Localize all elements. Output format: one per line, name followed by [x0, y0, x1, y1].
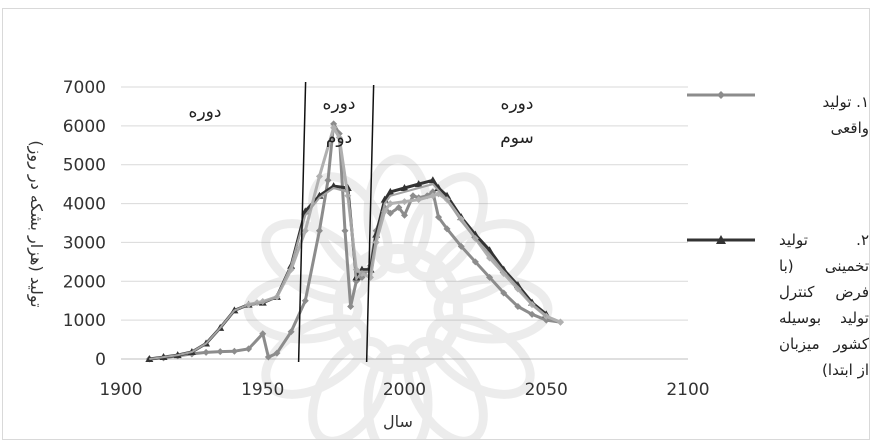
data-point: [341, 227, 349, 235]
legend-label-actual: ۱. تولید واقعی: [822, 93, 870, 137]
x-tick-label: 1950: [241, 380, 284, 400]
data-point: [409, 192, 417, 200]
watermark-petal: [261, 314, 371, 399]
data-point: [500, 289, 508, 297]
y-tick-label: 0: [95, 350, 106, 370]
data-point: [401, 211, 408, 219]
x-tick-label: 1900: [99, 380, 142, 400]
data-point: [500, 270, 508, 278]
legend-keys: [687, 91, 755, 244]
y-tick-label: 7000: [63, 78, 106, 98]
data-point: [335, 134, 343, 142]
data-point: [245, 345, 253, 353]
data-point: [259, 330, 267, 338]
legend-entry-estimated: ۲. تولید تخمینی (با فرض کنترل تولید بوسی…: [779, 227, 869, 383]
y-tick-labels: 0 1000 2000 3000 4000 5000 6000 7000: [63, 78, 106, 370]
data-point: [429, 192, 437, 200]
data-point: [386, 209, 394, 217]
watermark-logo: [243, 154, 553, 439]
y-tick-label: 4000: [63, 195, 106, 215]
legend-key-marker: [716, 235, 726, 244]
data-point: [400, 184, 409, 192]
x-tick-labels: 1900 1950 2000 2050 2100: [99, 380, 709, 400]
data-point: [330, 124, 338, 132]
data-point: [428, 176, 437, 184]
watermark-petal: [308, 336, 393, 439]
data-point: [324, 176, 332, 184]
data-point: [471, 258, 479, 266]
data-point: [556, 318, 564, 326]
data-point: [414, 180, 423, 188]
x-axis-title: سال: [383, 412, 413, 431]
y-axis-title: تولید (هزار بشکه در روز): [26, 140, 46, 307]
data-point: [216, 348, 224, 356]
period-labels: دوره دوره دوم دوره سوم: [189, 94, 534, 148]
data-point: [330, 120, 338, 128]
y-tick-label: 1000: [63, 311, 106, 331]
y-tick-label: 6000: [63, 117, 106, 137]
x-tick-label: 2100: [666, 380, 709, 400]
period-label: دوره: [501, 94, 534, 114]
period-boundary: [365, 84, 375, 363]
line-chart: 0 1000 2000 3000 4000 5000 6000 7000 1900 1950 20…: [26, 78, 755, 439]
data-point: [202, 348, 210, 356]
y-tick-label: 3000: [63, 233, 106, 253]
data-point: [528, 310, 536, 318]
chart-frame: 0 1000 2000 3000 4000 5000 6000 7000 1900 1950 20…: [2, 8, 870, 440]
y-tick-label: 5000: [63, 156, 106, 176]
data-point: [264, 353, 272, 361]
watermark-petal: [425, 314, 535, 399]
data-point: [230, 347, 238, 355]
y-tick-label: 2000: [63, 272, 106, 292]
data-point: [315, 227, 323, 235]
watermark-petal: [425, 219, 535, 304]
legend-key-marker: [717, 91, 725, 99]
period-boundaries: [297, 81, 375, 363]
data-point: [347, 303, 355, 311]
data-point: [301, 227, 309, 235]
legend-entry-actual: ۱. تولید واقعی: [785, 89, 870, 141]
series-line: [149, 183, 547, 360]
data-series: [145, 120, 564, 363]
data-point: [486, 273, 494, 281]
data-point: [395, 203, 403, 211]
x-tick-label: 2050: [525, 380, 568, 400]
watermark-petal: [363, 344, 433, 439]
period-label: دوره: [323, 94, 356, 114]
watermark-petal: [363, 154, 433, 274]
period-sublabel: سوم: [500, 128, 534, 148]
gridlines: [121, 86, 688, 360]
data-point: [329, 182, 338, 190]
data-point: [415, 196, 423, 204]
data-point: [273, 349, 281, 357]
period-sublabel: دوم: [326, 128, 352, 148]
data-point: [457, 242, 465, 250]
data-point: [301, 297, 309, 305]
watermark-petal: [403, 172, 488, 282]
legend-label-estimated: ۲. تولید تخمینی (با فرض کنترل تولید بوسی…: [779, 231, 869, 379]
data-point: [514, 303, 522, 311]
data-point: [287, 328, 295, 336]
watermark-petal: [403, 336, 488, 439]
period-boundary: [297, 81, 307, 363]
watermark-ring: [333, 244, 463, 374]
period-label: دوره: [189, 102, 222, 122]
data-point: [401, 198, 408, 206]
data-point: [386, 187, 395, 195]
watermark-petal: [308, 172, 393, 282]
data-point: [443, 225, 451, 233]
watermark-petal: [243, 274, 363, 344]
data-point: [435, 213, 443, 221]
data-point: [315, 172, 323, 180]
x-tick-label: 2000: [383, 380, 426, 400]
data-point: [386, 200, 394, 208]
